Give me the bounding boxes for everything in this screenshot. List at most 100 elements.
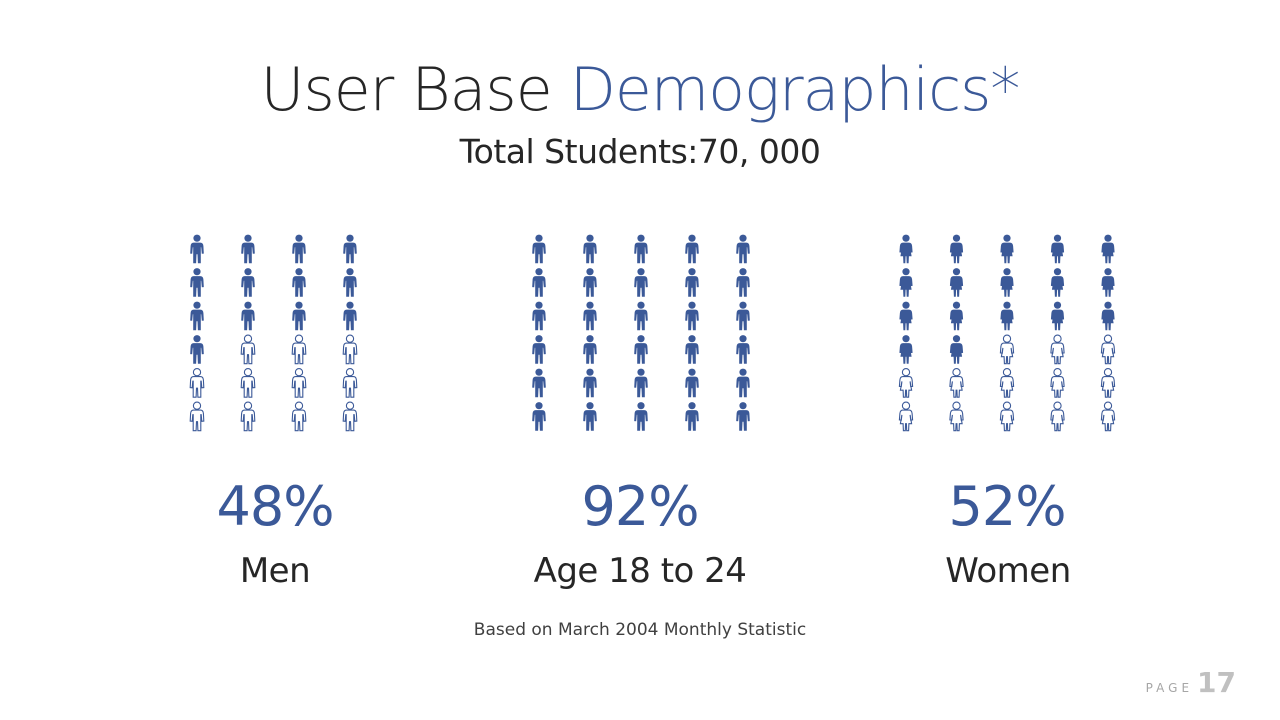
female-person-icon-outline bbox=[999, 368, 1015, 398]
male-person-icon-filled bbox=[241, 234, 255, 264]
male-person-icon-filled bbox=[343, 301, 357, 331]
female-person-icon-filled bbox=[949, 301, 964, 331]
male-person-icon-filled bbox=[583, 234, 597, 264]
female-person-icon-filled bbox=[899, 301, 913, 331]
male-person-icon-filled bbox=[634, 368, 648, 398]
subtitle-total-students: Total Students:70, 000 bbox=[459, 132, 821, 171]
male-person-icon-filled bbox=[532, 234, 546, 264]
female-person-icon-outline bbox=[1050, 334, 1065, 365]
footnote: Based on March 2004 Monthly Statistic bbox=[473, 620, 807, 640]
male-person-icon-outline bbox=[291, 368, 307, 398]
male-person-icon-filled bbox=[685, 368, 699, 398]
male-person-icon-filled bbox=[292, 234, 306, 264]
pictogram-group-3 bbox=[898, 234, 1116, 432]
stat-label-women: Women bbox=[945, 551, 1071, 591]
female-person-icon-filled bbox=[1101, 301, 1115, 331]
male-person-icon-filled bbox=[190, 268, 204, 297]
male-person-icon-filled bbox=[685, 335, 699, 364]
male-person-icon-filled bbox=[190, 301, 204, 331]
male-person-icon-filled bbox=[583, 335, 597, 364]
female-person-icon-filled bbox=[1000, 268, 1014, 297]
male-person-icon-filled bbox=[685, 268, 699, 297]
female-person-icon-filled bbox=[1050, 268, 1065, 297]
female-person-icon-outline bbox=[1100, 334, 1116, 365]
male-person-icon-filled bbox=[343, 268, 357, 297]
female-person-icon-outline bbox=[1100, 401, 1116, 432]
female-person-icon-outline bbox=[898, 368, 914, 398]
male-person-icon-filled bbox=[583, 402, 597, 431]
female-person-icon-filled bbox=[1050, 234, 1065, 264]
male-person-icon-filled bbox=[532, 268, 546, 297]
male-person-icon-filled bbox=[292, 268, 306, 297]
male-person-icon-filled bbox=[292, 301, 306, 331]
male-person-icon-filled bbox=[685, 402, 699, 431]
female-person-icon-filled bbox=[949, 335, 964, 364]
pictogram-group-1 bbox=[189, 234, 358, 432]
male-person-icon-outline bbox=[240, 401, 256, 432]
page-number: 17 bbox=[1197, 666, 1236, 699]
male-person-icon-filled bbox=[736, 335, 750, 364]
male-person-icon-filled bbox=[736, 268, 750, 297]
stat-label-age: Age 18 to 24 bbox=[533, 551, 747, 591]
male-person-icon-filled bbox=[583, 368, 597, 398]
male-person-icon-filled bbox=[532, 402, 546, 431]
male-person-icon-filled bbox=[241, 301, 255, 331]
male-person-icon-filled bbox=[634, 402, 648, 431]
female-person-icon-outline bbox=[1050, 401, 1065, 432]
male-person-icon-filled bbox=[736, 402, 750, 431]
female-person-icon-filled bbox=[1101, 234, 1115, 264]
female-person-icon-filled bbox=[899, 335, 913, 364]
female-person-icon-filled bbox=[949, 268, 964, 297]
male-person-icon-filled bbox=[532, 368, 546, 398]
female-person-icon-outline bbox=[999, 334, 1015, 365]
male-person-icon-outline bbox=[291, 401, 307, 432]
male-person-icon-outline bbox=[189, 401, 205, 432]
stat-value-women: 52% bbox=[948, 475, 1066, 538]
male-person-icon-filled bbox=[634, 335, 648, 364]
pictogram-group-2 bbox=[532, 234, 750, 431]
title-main: User Base bbox=[260, 55, 553, 125]
male-person-icon-filled bbox=[190, 234, 204, 264]
male-person-icon-filled bbox=[532, 335, 546, 364]
male-person-icon-filled bbox=[634, 234, 648, 264]
stat-label-men: Men bbox=[239, 551, 311, 591]
page-word: PAGE bbox=[1145, 681, 1194, 695]
page-indicator: PAGE 17 bbox=[1146, 666, 1236, 702]
male-person-icon-outline bbox=[291, 334, 307, 365]
female-person-icon-filled bbox=[1000, 301, 1014, 331]
female-person-icon-outline bbox=[949, 368, 964, 398]
male-person-icon-filled bbox=[685, 301, 699, 331]
male-person-icon-outline bbox=[189, 368, 205, 398]
slide-title: User Base Demographics* bbox=[0, 52, 1280, 128]
male-person-icon-filled bbox=[736, 234, 750, 264]
male-person-icon-filled bbox=[241, 268, 255, 297]
female-person-icon-filled bbox=[949, 234, 964, 264]
male-person-icon-filled bbox=[583, 301, 597, 331]
female-person-icon-filled bbox=[1101, 268, 1115, 297]
male-person-icon-filled bbox=[736, 301, 750, 331]
female-person-icon-outline bbox=[949, 401, 964, 432]
male-person-icon-filled bbox=[190, 335, 204, 364]
female-person-icon-outline bbox=[898, 401, 914, 432]
male-person-icon-filled bbox=[736, 368, 750, 398]
female-person-icon-outline bbox=[1100, 368, 1116, 398]
male-person-icon-outline bbox=[240, 368, 256, 398]
female-person-icon-outline bbox=[1050, 368, 1065, 398]
female-person-icon-outline bbox=[999, 401, 1015, 432]
female-person-icon-filled bbox=[899, 268, 913, 297]
male-person-icon-filled bbox=[634, 268, 648, 297]
female-person-icon-filled bbox=[1000, 234, 1014, 264]
male-person-icon-filled bbox=[343, 234, 357, 264]
stat-value-men: 48% bbox=[216, 475, 334, 538]
male-person-icon-outline bbox=[342, 368, 358, 398]
female-person-icon-filled bbox=[899, 234, 913, 264]
male-person-icon-filled bbox=[532, 301, 546, 331]
male-person-icon-filled bbox=[634, 301, 648, 331]
male-person-icon-filled bbox=[583, 268, 597, 297]
male-person-icon-outline bbox=[240, 334, 256, 365]
stat-value-age: 92% bbox=[581, 475, 699, 538]
male-person-icon-outline bbox=[342, 401, 358, 432]
title-accent: Demographics* bbox=[569, 55, 1021, 125]
male-person-icon-outline bbox=[342, 334, 358, 365]
